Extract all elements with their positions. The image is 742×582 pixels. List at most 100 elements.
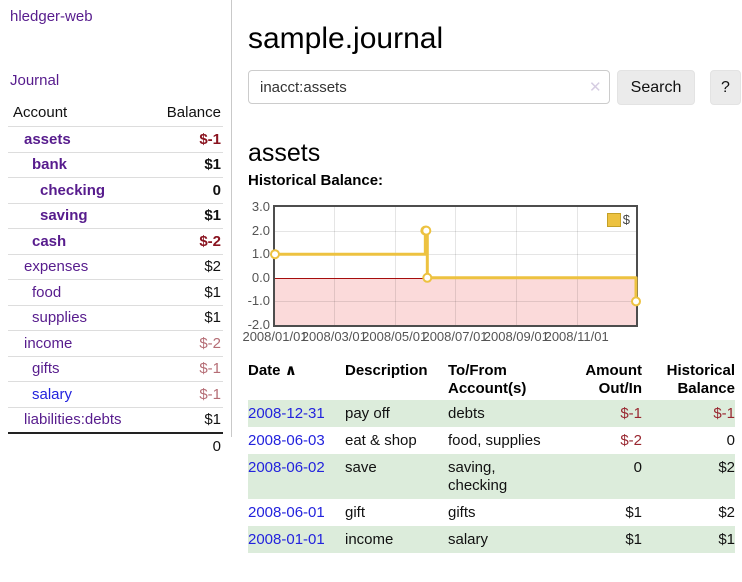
v-gridline	[334, 207, 336, 325]
account-link[interactable]: liabilities:debts	[24, 411, 122, 429]
account-balance: $1	[204, 411, 221, 429]
account-name-cell: bank	[8, 152, 152, 178]
accounts-table: Account Balance assets $-1 bank $1 checking 0…	[8, 100, 223, 459]
sort-asc-icon: ∧	[284, 362, 297, 379]
account-name-cell: saving	[8, 203, 152, 229]
register-amount-cell: 0	[633, 459, 642, 476]
account-balance: $2	[204, 258, 221, 276]
account-name-cell: liabilities:debts	[8, 407, 152, 433]
account-row: gifts $-1	[8, 356, 223, 382]
account-name-cell: cash	[8, 229, 152, 255]
account-row: saving $1	[8, 203, 223, 229]
legend-swatch-icon	[606, 212, 621, 227]
register-row: 2008-01-01 income salary $1 $1	[248, 526, 735, 553]
register-row: 2008-06-03 eat & shop food, supplies $-2 0	[248, 427, 735, 454]
chart-title: Historical Balance:	[248, 172, 384, 189]
accounts-col-balance: Balance	[166, 103, 221, 121]
accounts-header-row: Account Balance	[8, 100, 223, 127]
accounts-total-value: 0	[212, 437, 221, 455]
x-axis-tick-label: 2008/01/01	[242, 329, 308, 344]
account-row: bank $1	[8, 152, 223, 178]
account-balance: $-1	[199, 130, 221, 148]
h-gridline	[275, 301, 636, 303]
register-description-cell: pay off	[345, 405, 390, 422]
account-link[interactable]: assets	[24, 130, 71, 148]
register-row: 2008-06-01 gift gifts $1 $2	[248, 499, 735, 526]
register-col-date[interactable]: Date ∧	[248, 362, 297, 379]
y-axis-tick-label: 2.0	[251, 222, 270, 238]
accounts-total-spacer	[8, 433, 152, 459]
search-input[interactable]	[248, 70, 610, 104]
account-heading: assets	[248, 138, 321, 167]
account-link[interactable]: income	[24, 334, 73, 352]
account-name-cell: checking	[8, 178, 152, 204]
account-row: cash $-2	[8, 228, 223, 255]
account-name-cell: food	[8, 280, 152, 306]
register-date-cell: 2008-01-01	[248, 526, 345, 553]
register-date-cell: 2008-12-31	[248, 400, 345, 427]
h-gridline	[275, 230, 636, 232]
register-date-cell: 2008-06-03	[248, 427, 345, 454]
transaction-date-link[interactable]: 2008-12-31	[248, 405, 325, 422]
account-link[interactable]: saving	[40, 207, 88, 225]
register-description-cell: income	[345, 531, 394, 548]
chart-legend: $	[604, 211, 632, 228]
register-description-cell: eat & shop	[345, 432, 417, 449]
y-axis-tick-label: -1.0	[247, 293, 270, 309]
x-axis-tick-label: 2008/07/01	[422, 329, 488, 344]
account-row: salary $-1	[8, 381, 223, 408]
transaction-date-link[interactable]: 2008-06-03	[248, 432, 325, 449]
transaction-date-link[interactable]: 2008-01-01	[248, 531, 325, 548]
register-accounts-cell: debts	[448, 405, 485, 422]
account-name-cell: income	[8, 331, 152, 357]
clear-search-icon[interactable]: ✕	[589, 79, 602, 96]
account-balance: $-1	[199, 360, 221, 378]
v-gridline	[455, 207, 456, 325]
account-balance: $1	[204, 309, 221, 327]
account-link[interactable]: bank	[32, 156, 68, 174]
y-axis-tick-label: 1.0	[251, 246, 270, 262]
accounts-total-row: 0	[8, 433, 223, 459]
account-link[interactable]: salary	[32, 385, 73, 403]
v-gridline	[516, 207, 518, 325]
account-row: assets $-1	[8, 126, 223, 153]
account-link[interactable]: supplies	[32, 309, 88, 327]
data-point-marker	[422, 272, 433, 283]
chart-plot-area: $	[270, 205, 641, 327]
app-title-link[interactable]: hledger-web	[10, 8, 93, 25]
search-button[interactable]: Search	[617, 70, 695, 105]
register-balance-cell: 0	[726, 432, 735, 449]
transaction-date-link[interactable]: 2008-06-01	[248, 504, 325, 521]
register-header-row: Date ∧ Description To/From Account(s) Amount…	[248, 360, 735, 400]
register-row: 2008-12-31 pay off debts $-1 $-1	[248, 400, 735, 427]
transaction-date-link[interactable]: 2008-06-02	[248, 459, 325, 476]
register-row: 2008-06-02 save saving, checking 0 $2	[248, 454, 735, 499]
account-row: food $1	[8, 279, 223, 306]
x-axis-tick-label: 2008/05/01	[362, 329, 428, 344]
account-link[interactable]: cash	[32, 232, 67, 250]
page-title: sample.journal	[248, 22, 444, 56]
register-date-cell: 2008-06-02	[248, 454, 345, 499]
register-accounts-cell: food, supplies	[448, 432, 541, 449]
account-link[interactable]: checking	[40, 181, 106, 199]
nav-journal-link[interactable]: Journal	[10, 72, 60, 89]
account-row: liabilities:debts $1	[8, 407, 223, 433]
h-gridline	[275, 254, 636, 256]
account-link[interactable]: food	[32, 283, 62, 301]
register-col-balance: Historical Balance	[666, 362, 735, 397]
account-row: supplies $1	[8, 305, 223, 331]
account-link[interactable]: gifts	[32, 360, 60, 378]
account-name-cell: supplies	[8, 305, 152, 331]
help-button[interactable]: ?	[710, 70, 741, 105]
account-balance: $1	[204, 207, 221, 225]
register-col-description: Description	[345, 362, 428, 379]
register-balance-cell: $2	[718, 459, 735, 476]
register-balance-cell: $2	[718, 504, 735, 521]
register-amount-cell: $1	[625, 504, 642, 521]
account-link[interactable]: expenses	[24, 258, 89, 276]
x-axis-tick-label: 2008/09/01	[483, 329, 549, 344]
data-point-marker	[631, 296, 641, 307]
chart-negative-region	[275, 277, 636, 325]
register-date-cell: 2008-06-01	[248, 499, 345, 526]
balance-series	[270, 225, 641, 307]
